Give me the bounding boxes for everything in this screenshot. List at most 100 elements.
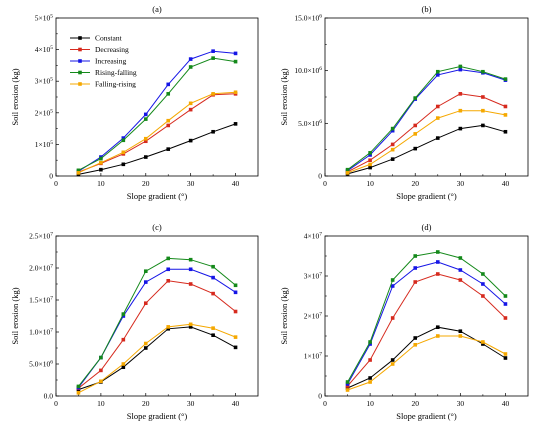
data-point: [188, 257, 193, 262]
data-point: [481, 108, 485, 113]
y-tick-label: 0: [49, 172, 53, 181]
series-falling-rising: [76, 322, 238, 395]
panel-4: 0 10 20 30 40 0 1×107 2×107 3×107 4×107 (d) Slope g…: [279, 222, 529, 421]
x-tick-label: 20: [411, 179, 419, 188]
data-point: [368, 162, 372, 167]
x-tick-label: 0: [54, 179, 58, 188]
data-point: [143, 346, 148, 350]
data-point: [188, 267, 193, 272]
data-point: [481, 69, 485, 74]
legend-label: Falling-rising: [95, 80, 136, 89]
data-point: [99, 167, 103, 172]
data-point: [503, 316, 508, 320]
data-point: [368, 358, 372, 362]
x-axis-label: Slope gradient (°): [127, 191, 188, 201]
legend-swatch-marker: [78, 36, 82, 40]
series-line: [78, 123, 236, 175]
data-point: [188, 322, 193, 327]
data-point: [233, 335, 238, 339]
series-increasing: [345, 67, 508, 173]
data-point: [481, 272, 485, 276]
series-constant: [345, 325, 508, 390]
data-point: [458, 64, 463, 69]
data-point: [345, 382, 350, 386]
data-point: [503, 104, 508, 109]
data-point: [211, 264, 215, 269]
x-tick-label: 0: [54, 399, 58, 408]
data-point: [435, 272, 440, 276]
data-point: [166, 325, 171, 329]
series-line: [78, 280, 236, 389]
data-point: [121, 365, 126, 369]
panel-2: 0 10 20 30 40 0 5.0×106 10.0×106 15.0×106 (b) Slop…: [279, 4, 529, 201]
data-point: [99, 379, 103, 384]
data-point: [166, 327, 171, 331]
x-tick-label: 0: [323, 179, 327, 188]
data-point: [233, 59, 238, 64]
x-tick-label: 30: [457, 399, 465, 408]
x-tick-label: 20: [411, 399, 419, 408]
x-tick-label: 40: [232, 399, 240, 408]
data-point: [503, 113, 508, 117]
data-point: [390, 126, 395, 131]
data-point: [390, 128, 395, 133]
data-point: [435, 73, 440, 77]
data-point: [481, 340, 485, 344]
data-point: [368, 340, 372, 344]
series-line: [347, 273, 506, 387]
data-point: [166, 92, 171, 96]
data-point: [458, 334, 463, 338]
x-tick-label: 40: [502, 179, 510, 188]
y-tick-label: 0.0: [44, 392, 54, 401]
data-point: [503, 129, 508, 134]
plot-frame: [324, 235, 529, 397]
x-tick-label: 40: [232, 179, 240, 188]
data-point: [413, 123, 418, 128]
y-tick-label: 0: [318, 172, 322, 181]
y-tick-label: 2×107: [304, 312, 322, 321]
x-tick-label: 30: [457, 179, 465, 188]
x-axis-label: Slope gradient (°): [396, 191, 457, 201]
series-line: [347, 69, 506, 172]
data-point: [121, 314, 126, 318]
data-point: [368, 342, 372, 346]
data-point: [345, 380, 350, 384]
data-point: [211, 49, 215, 53]
data-point: [121, 337, 126, 342]
data-point: [413, 280, 418, 284]
data-point: [413, 343, 418, 347]
data-point: [345, 384, 350, 388]
series-line: [78, 57, 236, 171]
data-point: [435, 104, 440, 109]
data-point: [166, 267, 171, 272]
series-line: [347, 124, 506, 175]
data-point: [435, 69, 440, 74]
x-tick-label: 40: [502, 399, 510, 408]
series-line: [347, 261, 506, 385]
y-axis-label: Soil erosion (kg): [10, 68, 20, 125]
data-point: [188, 107, 193, 112]
series-rising-falling: [76, 256, 238, 389]
data-point: [390, 362, 395, 366]
y-axis-label: Soil erosion (kg): [279, 287, 289, 344]
x-tick-label: 20: [142, 399, 150, 408]
data-point: [503, 356, 508, 360]
panel-label: (d): [422, 222, 432, 232]
y-tick-label: 15.0×106: [294, 14, 322, 23]
data-point: [481, 282, 485, 286]
plot-frame: [55, 17, 259, 177]
data-point: [458, 108, 463, 113]
data-point: [481, 95, 485, 99]
series-falling-rising: [76, 90, 238, 175]
y-tick-label: 10.0×106: [294, 66, 322, 75]
data-point: [76, 384, 81, 389]
data-point: [121, 162, 126, 167]
data-point: [368, 165, 372, 170]
data-point: [143, 341, 148, 346]
data-point: [76, 391, 81, 395]
data-point: [166, 123, 171, 128]
y-tick-label: 1.5×107: [29, 296, 53, 305]
data-point: [143, 139, 148, 144]
data-point: [76, 168, 81, 173]
data-point: [368, 151, 372, 155]
